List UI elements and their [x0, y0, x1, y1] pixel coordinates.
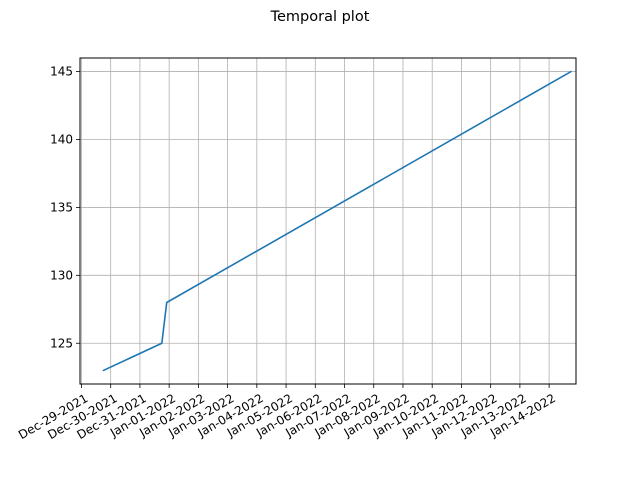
- chart-title: Temporal plot: [270, 9, 370, 25]
- y-tick-label: 135: [50, 200, 73, 214]
- y-axis: 125 130 135 140 145: [50, 65, 80, 350]
- series-line: [102, 70, 572, 372]
- y-tick-label: 130: [50, 268, 73, 282]
- plot-area-frame: [79, 57, 577, 385]
- y-tick-label: 140: [50, 133, 73, 147]
- grid-layer: [80, 58, 576, 384]
- y-tick-label: 125: [50, 336, 73, 350]
- y-tick-label: 145: [50, 65, 73, 79]
- series-layer: [102, 70, 572, 372]
